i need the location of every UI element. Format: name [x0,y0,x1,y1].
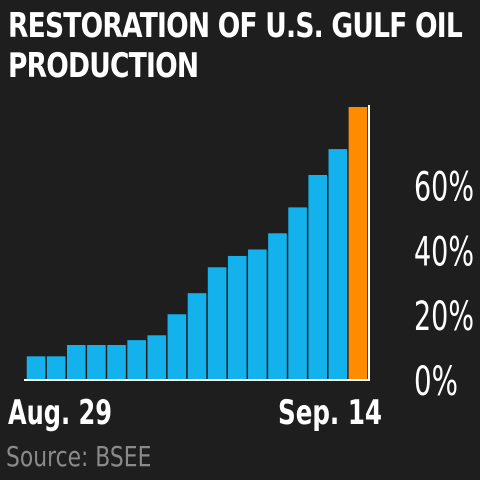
y-tick-label: 60% [414,165,474,211]
bar [248,249,267,379]
bar [328,149,348,379]
bar [268,233,287,379]
bar [87,345,106,379]
bar [127,340,146,379]
bar [308,175,328,379]
bar [187,293,207,379]
y-axis-ticks: 0% 20% 40% 60% [414,165,474,405]
bar-highlight [348,107,368,379]
x-tick-label-end: Sep. 14 [278,393,382,433]
bar [207,267,227,379]
bar [167,314,187,379]
y-tick-label: 40% [414,230,474,276]
bar [227,255,247,379]
bar [288,207,307,379]
bar [147,335,167,379]
chart-title: RESTORATION OF U.S. GULF OIL PRODUCTION [8,6,463,86]
bar [46,356,66,379]
source-note: Source: BSEE [6,440,152,473]
y-tick-label: 20% [414,294,474,340]
bar [107,345,126,379]
bars-group [26,107,368,379]
bar [66,345,86,379]
x-tick-label-start: Aug. 29 [8,393,112,433]
bar [26,356,46,379]
x-axis-ticks: Aug. 29 Sep. 14 [8,393,382,433]
y-tick-label: 0% [414,359,458,405]
